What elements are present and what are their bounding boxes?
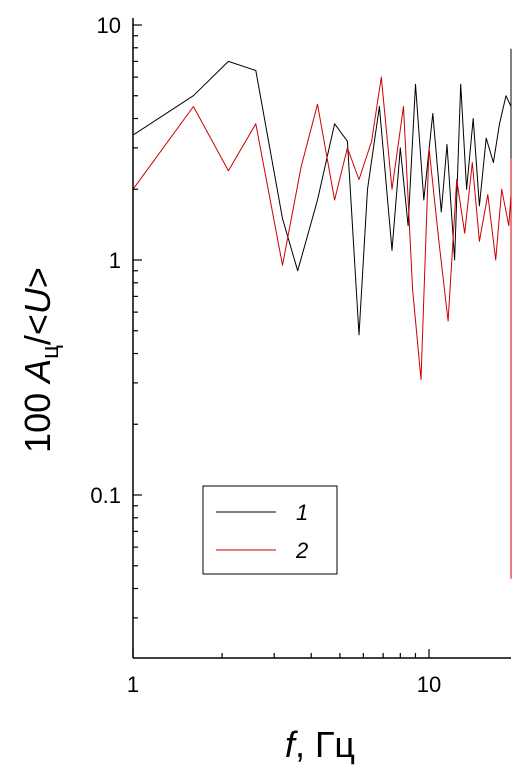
legend-label-2: 2 bbox=[295, 538, 308, 563]
y-tick-label: 10 bbox=[97, 13, 121, 38]
y-tick-label: 1 bbox=[109, 248, 121, 273]
legend: 1 2 bbox=[202, 485, 338, 575]
plot-frame bbox=[132, 18, 511, 659]
series-line-2 bbox=[132, 76, 512, 579]
legend-label-1: 1 bbox=[296, 500, 308, 525]
x-tick-label: 10 bbox=[417, 672, 441, 697]
y-axis-title: 100 Aц/<U> bbox=[17, 267, 64, 453]
series-layer bbox=[132, 48, 512, 579]
x-tick-label: 1 bbox=[127, 672, 139, 697]
ticks-layer: 1101001010.1 bbox=[90, 13, 441, 697]
x-axis-title: f, Гц bbox=[285, 724, 355, 765]
series-line-1 bbox=[132, 48, 512, 491]
legend-box bbox=[202, 485, 338, 575]
y-tick-label: 0.1 bbox=[90, 483, 121, 508]
